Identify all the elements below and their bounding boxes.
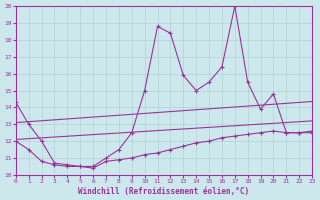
X-axis label: Windchill (Refroidissement éolien,°C): Windchill (Refroidissement éolien,°C) bbox=[78, 187, 250, 196]
